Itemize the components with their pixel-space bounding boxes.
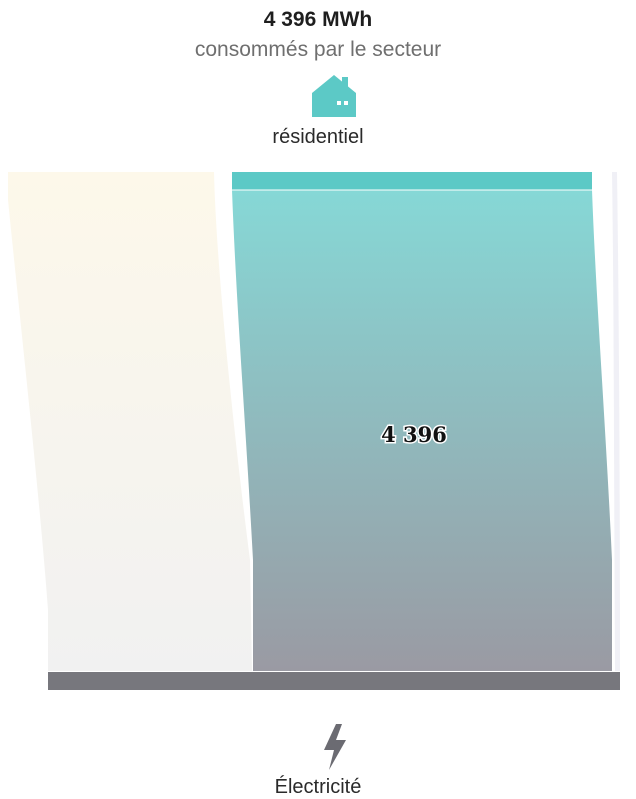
sankey-chart: 4 396	[8, 172, 620, 690]
energy-label: Électricité	[274, 776, 362, 798]
consumption-subtitle: consommés par le secteur	[194, 38, 442, 61]
flow-electricite-residentiel	[232, 190, 612, 671]
total-consumption: 4 396 MWh	[263, 8, 373, 31]
other-sectors-flow	[8, 172, 252, 671]
sector-bar-residentiel	[232, 172, 592, 190]
house-icon	[312, 75, 356, 117]
sector-label: résidentiel	[272, 126, 364, 148]
lightning-bolt-icon	[324, 724, 346, 770]
other-sectors-flow-right	[612, 172, 620, 671]
energy-bar-electricite	[48, 672, 620, 690]
flow-value-label: 4 396	[381, 422, 447, 447]
